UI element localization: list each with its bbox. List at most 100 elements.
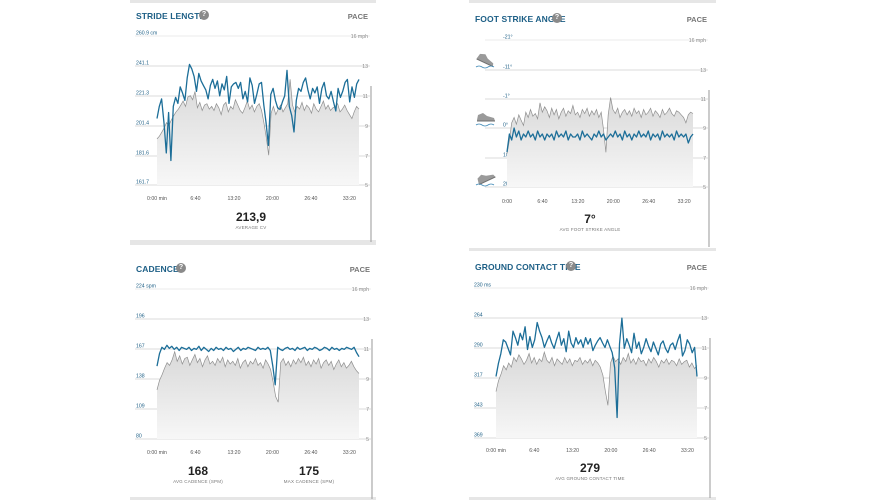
x-tick-label: 6:40 bbox=[537, 199, 547, 205]
help-icon[interactable]: ? bbox=[552, 13, 562, 23]
pace-area bbox=[157, 351, 359, 439]
y-tick-label: -11° bbox=[503, 65, 512, 71]
stat-average: 7° AVG FOOT STRIKE ANGLE bbox=[555, 212, 625, 232]
x-tick-label: 33:20 bbox=[678, 199, 691, 205]
stat-avg-cadence: 168 AVG CADENCE (SPM) bbox=[163, 464, 233, 484]
y2-tick-label: 7 bbox=[704, 406, 707, 412]
x-tick-label: 13:20 bbox=[566, 448, 579, 454]
main-series-line bbox=[156, 63, 360, 162]
x-tick-label: 33:20 bbox=[343, 450, 356, 456]
y-tick-label: 161.7 bbox=[136, 180, 149, 186]
panel-top-divider bbox=[469, 248, 716, 251]
x-tick-label: 6:40 bbox=[190, 450, 200, 456]
help-icon[interactable]: ? bbox=[176, 263, 186, 273]
x-tick-label: 33:20 bbox=[681, 448, 694, 454]
y2-tick-label: 9 bbox=[366, 377, 369, 383]
x-tick-label: 0:00 min bbox=[486, 448, 506, 454]
stride-length-chart: 260.9 cm 241.1 221.3 201.4 181.6 161.7 16 mph 1… bbox=[135, 31, 372, 243]
x-tick-label: 26:40 bbox=[643, 448, 656, 454]
stat-value: 175 bbox=[298, 464, 320, 478]
y2-tick-label: 9 bbox=[704, 376, 707, 382]
y-tick-label: 80 bbox=[136, 434, 142, 440]
stat-label: AVERAGE CV bbox=[235, 225, 267, 230]
pace-area bbox=[507, 97, 693, 187]
stat-value: 168 bbox=[187, 464, 209, 478]
y-tick-label: 264 bbox=[474, 313, 483, 319]
y-tick-label: 138 bbox=[136, 374, 145, 380]
y-tick-label: 224 spm bbox=[136, 284, 156, 290]
y2-tick-label: 13 bbox=[363, 317, 369, 323]
y-tick-label: 317 bbox=[474, 373, 483, 379]
y2-tick-label: 11 bbox=[363, 94, 368, 100]
stat-label: AVG CADENCE (SPM) bbox=[173, 479, 223, 484]
y2-tick-label: 16 mph bbox=[351, 34, 368, 40]
x-tick-label: 20:00 bbox=[607, 199, 620, 205]
pace-area bbox=[157, 79, 359, 185]
x-tick-label: 13:20 bbox=[227, 450, 240, 456]
panel-bottom-divider bbox=[130, 497, 376, 500]
x-tick-label: 6:40 bbox=[190, 196, 200, 202]
panel-top-divider bbox=[130, 242, 376, 245]
toe-strike-shoe-icon bbox=[475, 53, 495, 69]
y2-tick-label: 9 bbox=[365, 124, 368, 130]
panel-ground-contact-time: GROUND CONTACT TIME ? PACE 230 ms 264 290 3… bbox=[469, 248, 716, 500]
panel-top-divider bbox=[130, 0, 376, 3]
panel-bottom-divider bbox=[130, 240, 376, 243]
pace-line bbox=[495, 350, 698, 406]
help-icon[interactable]: ? bbox=[199, 10, 209, 20]
y-tick-label: 196 bbox=[136, 314, 145, 320]
y2-tick-label: 5 bbox=[365, 183, 368, 189]
x-tick-label: 20:00 bbox=[604, 448, 617, 454]
y-tick-label: 230 ms bbox=[474, 283, 491, 289]
x-tick-label: 20:00 bbox=[266, 450, 279, 456]
y-tick-label: 20° bbox=[503, 182, 511, 188]
y2-tick-label: 11 bbox=[701, 97, 706, 103]
pace-label: PACE bbox=[347, 12, 368, 21]
stat-average: 213,9 AVERAGE CV bbox=[216, 210, 286, 230]
panel-title: CADENCE bbox=[136, 264, 179, 274]
x-tick-label: 0:00 bbox=[502, 199, 512, 205]
help-icon[interactable]: ? bbox=[566, 261, 576, 271]
stat-label: MAX CADENCE (SPM) bbox=[283, 479, 335, 484]
x-tick-label: 26:40 bbox=[304, 450, 317, 456]
y2-tick-label: 7 bbox=[365, 154, 368, 160]
y-tick-label: 167 bbox=[136, 344, 145, 350]
pace-label: PACE bbox=[686, 263, 707, 272]
panel-stride-length: STRIDE LENGTH ? PACE 260.9 cm 241.1 221.3 2… bbox=[130, 0, 376, 243]
pace-line bbox=[506, 97, 694, 154]
x-tick-label: 13:20 bbox=[227, 196, 240, 202]
x-tick-label: 6:40 bbox=[529, 448, 539, 454]
y-tick-label: 181.6 bbox=[136, 151, 149, 157]
panel-title: GROUND CONTACT TIME bbox=[475, 262, 581, 272]
stat-value: 279 bbox=[579, 461, 601, 475]
y2-tick-label: 11 bbox=[364, 347, 369, 353]
x-tick-label: 20:00 bbox=[266, 196, 279, 202]
x-tick-label: 26:40 bbox=[642, 199, 655, 205]
panel-top-divider bbox=[469, 0, 716, 3]
y-tick-label: 290 bbox=[474, 343, 483, 349]
stat-label: AVG GROUND CONTACT TIME bbox=[555, 476, 625, 481]
stat-value: 213,9 bbox=[235, 210, 267, 224]
heel-strike-shoe-icon bbox=[475, 174, 496, 187]
y2-tick-label: 5 bbox=[366, 437, 369, 443]
y-tick-label: 109 bbox=[136, 404, 145, 410]
y2-tick-label: 16 mph bbox=[352, 287, 369, 293]
pace-line bbox=[156, 350, 360, 403]
y2-tick-label: 7 bbox=[366, 407, 369, 413]
y-tick-label: 260.9 cm bbox=[136, 31, 157, 37]
y-tick-label: 241.1 bbox=[136, 61, 149, 67]
x-tick-label: 33:20 bbox=[343, 196, 356, 202]
x-tick-label: 0:00 min bbox=[147, 196, 167, 202]
y-tick-label: 221.3 bbox=[136, 91, 149, 97]
stat-value: 7° bbox=[584, 212, 596, 226]
panel-foot-strike-angle: FOOT STRIKE ANGLE ? PACE -21° -11° -1° 0° 10… bbox=[469, 0, 716, 252]
foot-strike-angle-chart: -21° -11° -1° 0° 10° 20° 16 mph 13 11 9 7 5 0:00 6:40… bbox=[475, 35, 710, 247]
panel-title: FOOT STRIKE ANGLE bbox=[475, 14, 566, 24]
y2-tick-label: 5 bbox=[703, 185, 706, 191]
y-tick-label: 10° bbox=[503, 153, 511, 159]
panel-title: STRIDE LENGTH bbox=[136, 11, 206, 21]
y-tick-label: 369 bbox=[474, 433, 483, 439]
pace-label: PACE bbox=[349, 265, 370, 274]
y2-tick-label: 11 bbox=[702, 346, 707, 352]
panel-bottom-divider bbox=[469, 497, 716, 500]
